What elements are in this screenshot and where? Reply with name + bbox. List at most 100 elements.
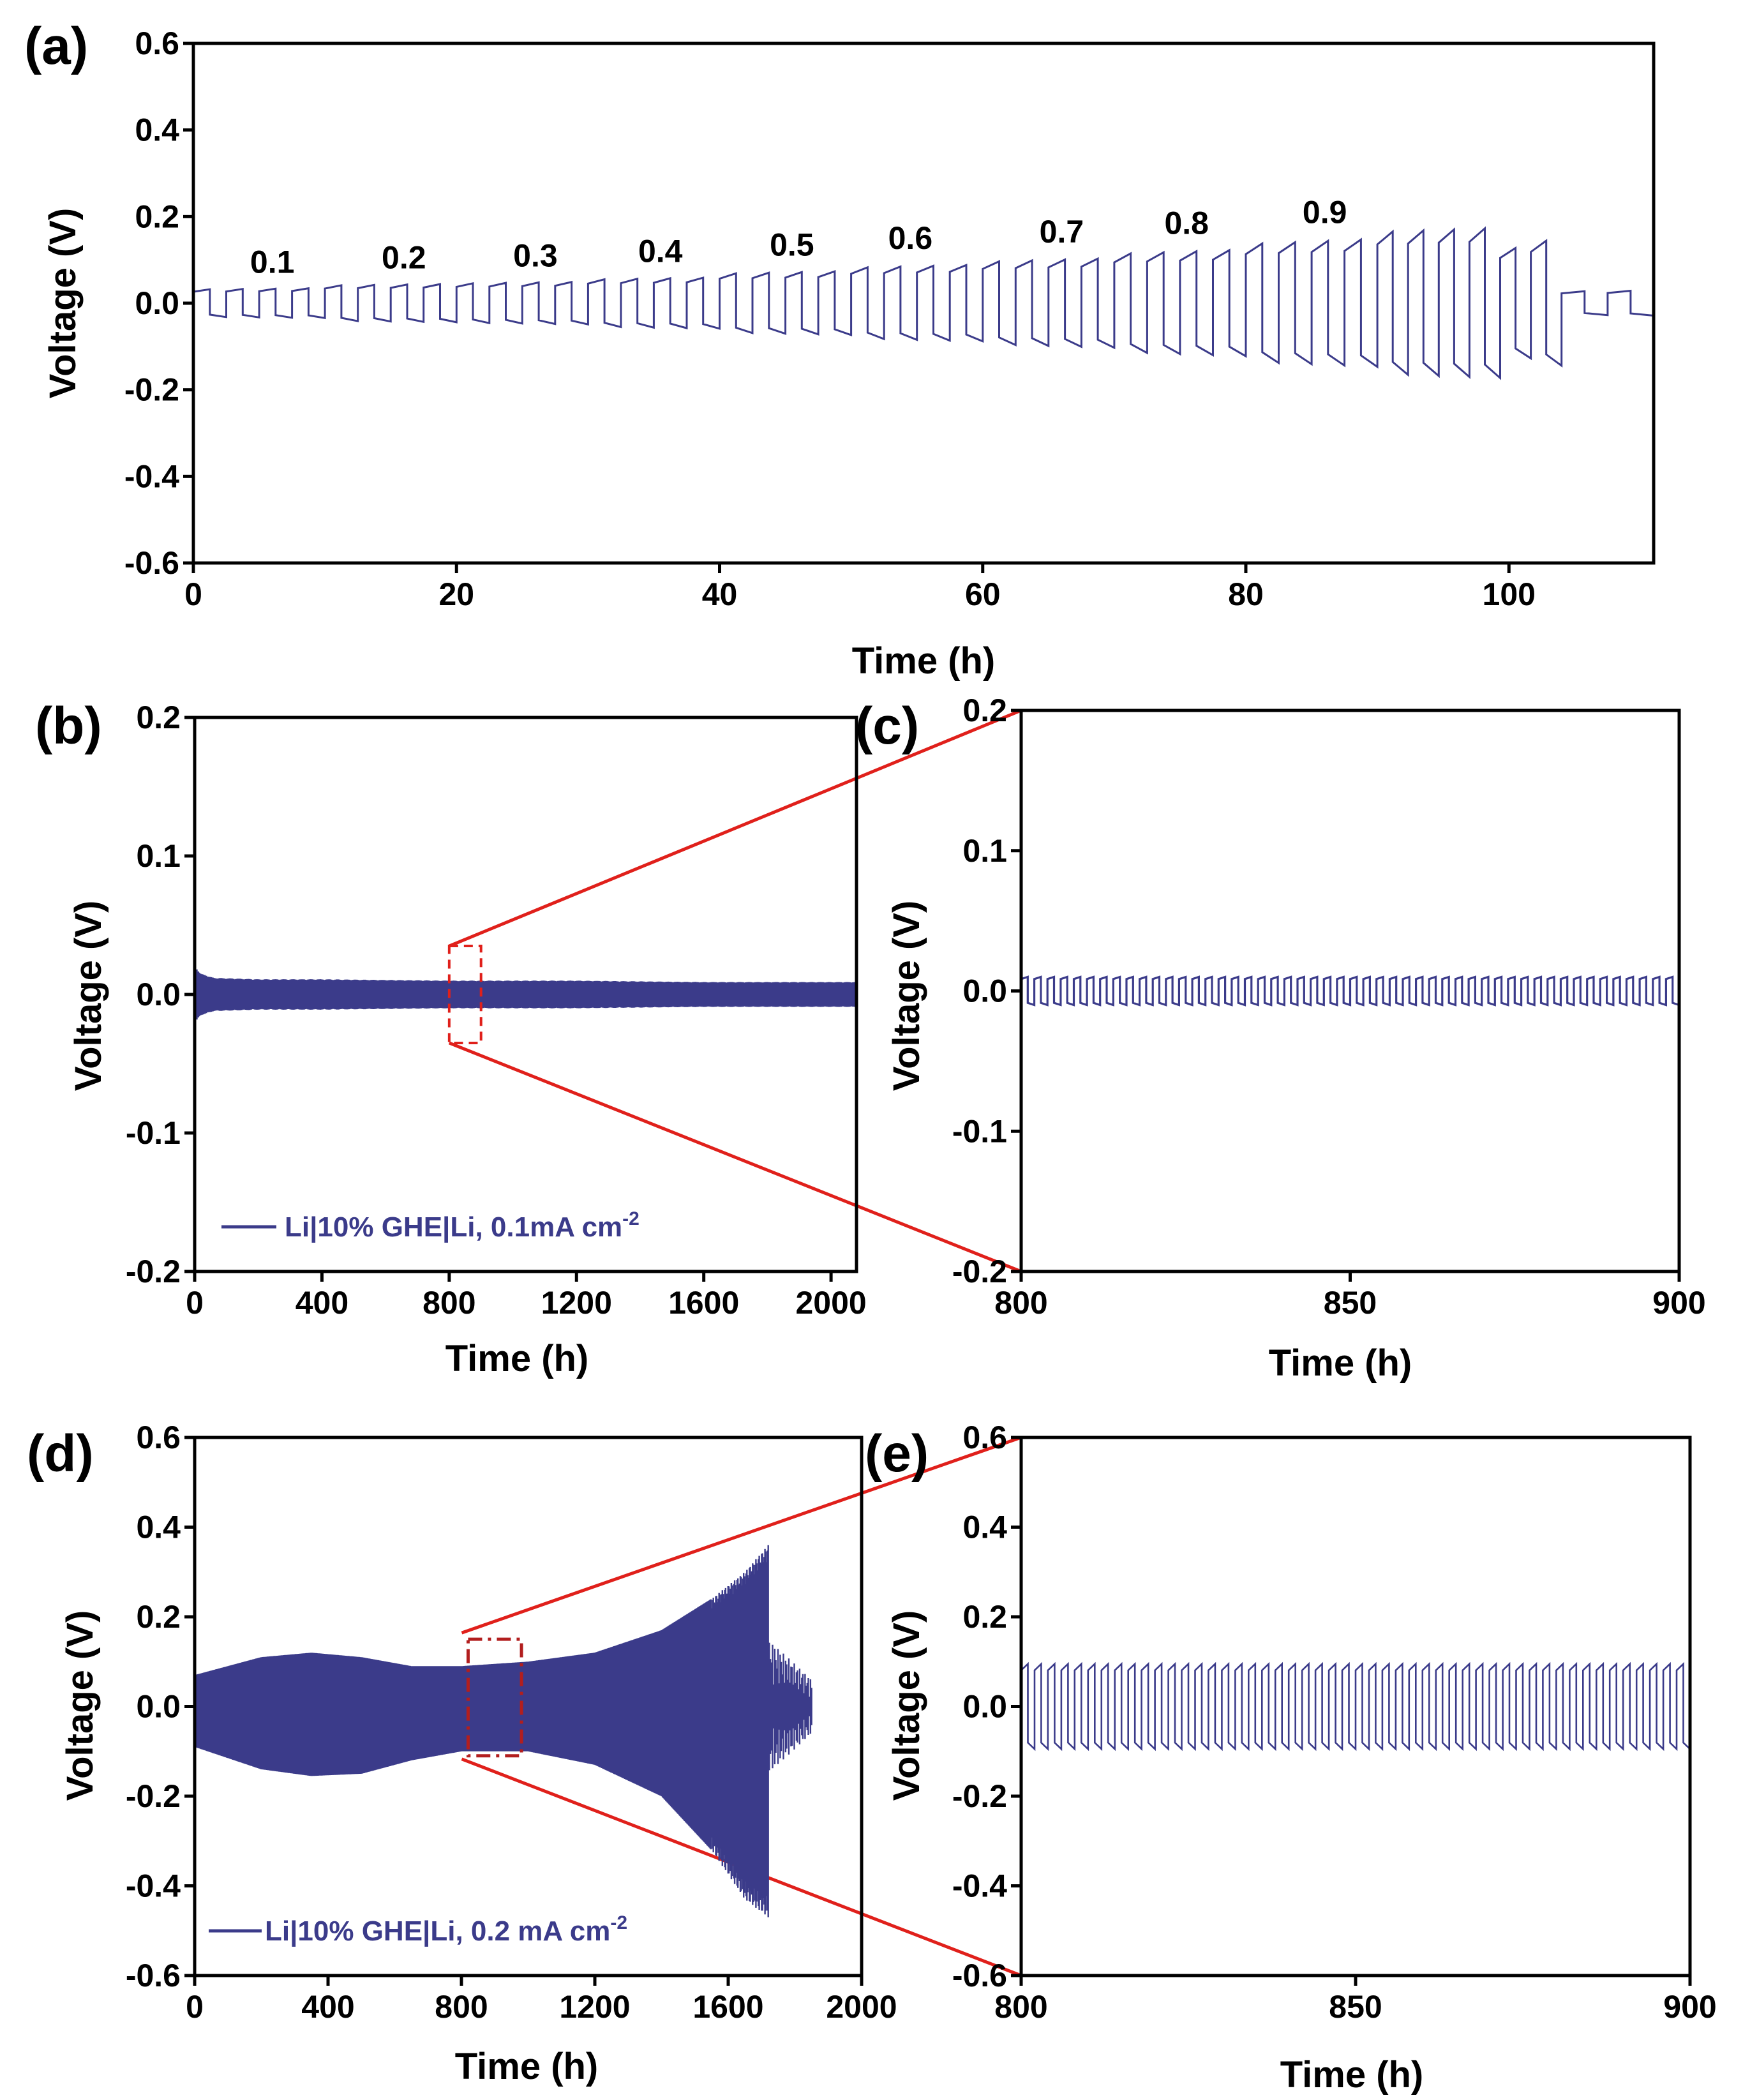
ticks-e: 800 850 900 -0.6 -0.4 -0.2 0.0 0.2 0.4 0.6 [952,1420,1717,2025]
ytick-label-e: 0.2 [962,1599,1007,1635]
trace-a [192,226,1654,380]
legend-sup-d: -2 [610,1912,627,1933]
current-label: 0.5 [770,227,814,262]
ytick-label-a: 0.2 [135,199,179,234]
panel-b: (b) 0 400 800 1200 1600 2000 -0.2 -0.1 0.0 0.1 0.2… [35,697,867,1379]
current-label: 0.1 [250,244,295,280]
xlabel-d: Time (h) [455,2046,599,2087]
ticks-a: 0 20 40 60 80 100 -0.6 -0.4 -0.2 0.0 0.2 0.4 0.6 [124,26,1536,612]
frame-c [1019,709,1681,1273]
xtick-label-d: 800 [435,1989,488,2025]
xlabel-b: Time (h) [445,1338,589,1379]
xtick-label-c: 900 [1652,1285,1705,1321]
ytick-label-a: 0.0 [135,285,179,321]
ytick-label-d: -0.2 [126,1778,181,1814]
current-label: 0.3 [513,237,558,273]
ytick-label-a: 0.4 [135,112,179,148]
panel-a: (a) 0 20 40 60 80 100 -0.6 -0.4 -0.2 0.0 0.2 0.4 0.6… [24,17,1656,682]
xtick-label-e: 800 [994,1989,1047,2025]
xlabel-a: Time (h) [852,640,996,682]
xtick-label-d: 2000 [826,1989,897,2025]
ytick-label-b: 0.0 [136,977,181,1012]
ytick-label-d: 0.0 [136,1689,181,1725]
zoom-line-bottom-bc [448,1041,1022,1273]
zoom-line-top-bc [448,709,1022,948]
ytick-label-d: 0.2 [136,1599,181,1635]
trace-c [1020,975,1680,1007]
ytick-label-b: -0.2 [126,1254,181,1289]
legend-text-b: Li|10% GHE|Li, 0.1mA cm-2 [285,1208,640,1243]
xtick-label-b: 800 [423,1285,475,1321]
legend-main-b: Li|10% GHE|Li, 0.1mA cm [285,1211,622,1243]
ytick-label-c: 0.0 [962,973,1007,1009]
xtick-label-c: 850 [1324,1285,1377,1321]
zoom-box-b [447,945,483,1044]
xtick-label-b: 2000 [795,1285,866,1321]
ytick-label-e: -0.4 [952,1868,1007,1904]
current-label: 0.9 [1303,195,1347,230]
xtick-label-d: 1200 [559,1989,630,2025]
trace-e [1020,1661,1691,1751]
ytick-label-c: -0.1 [952,1113,1007,1149]
xtick-label-a: 40 [702,576,738,612]
voltage-trace-e [1020,1661,1691,1751]
frame-e [1019,1436,1692,1977]
panel-label-b: (b) [35,697,102,755]
legend-b: Li|10% GHE|Li, 0.1mA cm-2 [221,1208,640,1243]
ytick-label-b: 0.2 [136,700,181,735]
ylabel-c: Voltage (V) [886,901,927,1091]
ytick-label-e: 0.4 [962,1510,1007,1545]
ylabel-a: Voltage (V) [42,208,84,399]
current-label: 0.7 [1040,214,1084,250]
xlabel-e: Time (h) [1280,2054,1424,2096]
ytick-label-a: 0.6 [135,26,179,61]
frame-b [193,716,858,1273]
ytick-label-a: -0.2 [124,372,179,408]
legend-text-d: Li|10% GHE|Li, 0.2 mA cm-2 [265,1912,627,1947]
legend-sup-b: -2 [622,1208,640,1229]
ytick-label-b: 0.1 [136,838,181,874]
xtick-label-a: 20 [438,576,474,612]
panel-label-a: (a) [24,17,88,75]
panel-label-d: (d) [27,1425,94,1483]
xtick-label-a: 100 [1483,576,1536,612]
ytick-label-e: 0.6 [962,1420,1007,1455]
ticks-d: 0 400 800 1200 1600 2000 -0.6 -0.4 -0.2 0.0 0.2 0.4… [126,1420,897,2025]
xtick-label-a: 80 [1228,576,1264,612]
voltage-trace-b [193,967,858,1022]
ticks-c: 800 850 900 -0.2 -0.1 0.0 0.1 0.2 [952,693,1706,1321]
legend-d: Li|10% GHE|Li, 0.2 mA cm-2 [209,1912,627,1947]
ytick-label-d: -0.6 [126,1958,181,1993]
ytick-label-c: 0.2 [962,693,1007,728]
panel-c: (c) 800 850 900-0.2-0.10.00.10.2 Time (h) … [855,693,1706,1384]
current-annotations-a: 0.1 0.2 0.3 0.4 0.5 0.6 0.7 0.8 0.9 [250,195,1347,280]
trace-b [193,967,858,1022]
current-label: 0.4 [638,234,683,269]
ylabel-e: Voltage (V) [886,1610,927,1801]
current-label: 0.2 [382,240,426,276]
ytick-label-d: -0.4 [126,1868,181,1904]
zoom-line-top-de [461,1436,1022,1635]
current-label: 0.6 [888,220,933,256]
frame-a [191,41,1656,565]
panel-label-c: (c) [855,697,919,755]
trace-d [193,1545,812,1917]
xtick-label-d: 400 [301,1989,354,2025]
xtick-label-a: 0 [184,576,202,612]
xtick-label-b: 1600 [668,1285,739,1321]
ytick-label-a: -0.6 [124,545,179,581]
ytick-label-b: -0.1 [126,1115,181,1151]
xtick-label-a: 60 [965,576,1001,612]
voltage-trace-a [192,226,1654,380]
voltage-trace-c [1020,975,1680,1007]
ytick-label-e: -0.2 [952,1778,1007,1814]
ytick-label-e: -0.6 [952,1958,1007,1993]
xtick-label-d: 1600 [692,1989,763,2025]
ytick-label-d: 0.6 [136,1420,181,1455]
ticks-b: 0 400 800 1200 1600 2000 -0.2 -0.1 0.0 0.1 0.2 [126,700,867,1321]
xtick-label-b: 0 [186,1285,204,1321]
panel-d: (d) 0 400 800 1200 1600 2000 -0.6 -0.4 -0.2 0.0 0.… [27,1420,897,2087]
ytick-label-e: 0.0 [962,1689,1007,1725]
panel-e: (e) 800 850 900 -0.6 -0.4 -0.2 0.0 0.2 0.4 0.6 Ti… [865,1420,1717,2096]
